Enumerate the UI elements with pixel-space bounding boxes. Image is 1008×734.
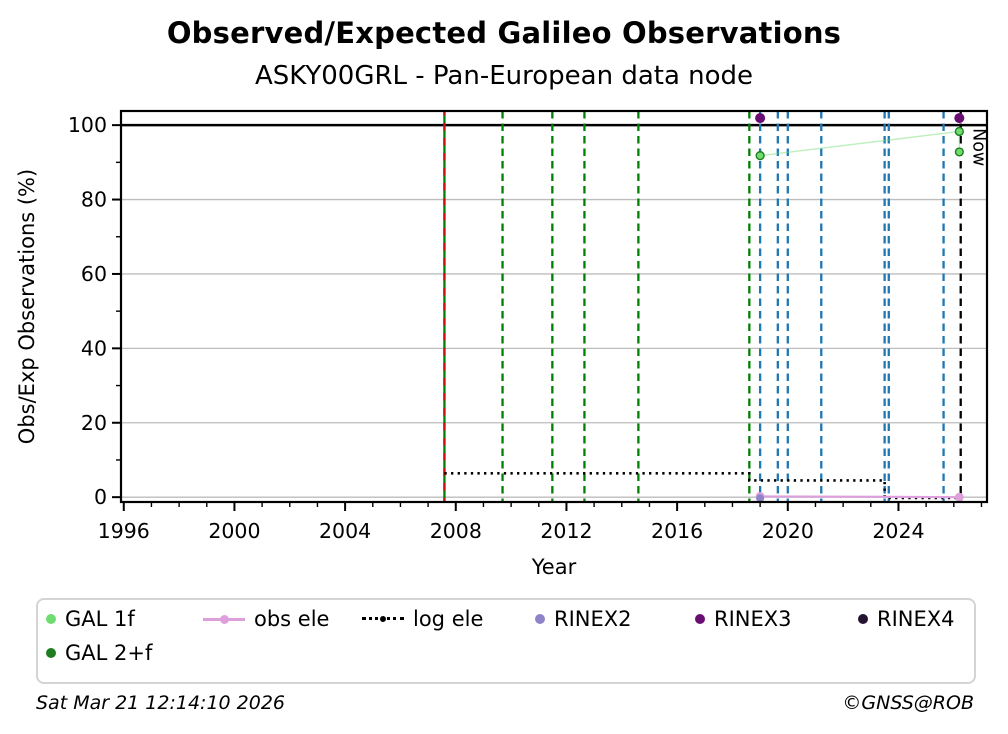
series-line-log-ele [444, 472, 961, 500]
x-axis-label: Year [531, 555, 577, 579]
legend-item-rinex3: RINEX3 [695, 607, 792, 631]
x-tick-label: 2016 [651, 519, 703, 543]
series-lines [760, 495, 960, 499]
series-lines [444, 472, 961, 500]
data-point-rinex3 [954, 113, 965, 124]
rinex3-marker-icon [695, 614, 705, 624]
plot-timestamp: Sat Mar 21 12:14:10 2026 [36, 692, 286, 714]
legend-item-rinex2: RINEX2 [535, 607, 632, 631]
axis-labels: Year [531, 555, 577, 579]
series-lines [760, 130, 961, 157]
now-line: Now [959, 111, 989, 502]
legend-item-log-ele: log ele [362, 607, 483, 631]
y-tick-label: 40 [81, 336, 107, 360]
x-tick-label: 2004 [319, 519, 371, 543]
x-tick-label: 2020 [762, 519, 814, 543]
chart-title: Observed/Expected Galileo Observations [166, 16, 842, 50]
chart-subtitle: ASKY00GRL - Pan-European data node [254, 61, 754, 91]
data-point-gal-1f [956, 128, 963, 135]
x-tick-label: 2024 [872, 519, 924, 543]
y-axis-label: Obs/Exp Observations (%) [15, 169, 39, 444]
x-tick-label: 1996 [98, 519, 150, 543]
data-point-rinex3 [755, 113, 766, 124]
y-axis: 0 20 40 60 80 100 [68, 113, 121, 509]
legend-label: obs ele [254, 607, 330, 631]
copyright-notice: ©GNSS@ROB [842, 692, 974, 714]
axes-frame [119, 109, 989, 504]
data-point-obs-ele [954, 492, 964, 502]
legend-box [36, 598, 976, 684]
x-tick-label: 2000 [208, 519, 260, 543]
gal-2f-marker-icon [46, 648, 56, 658]
x-tick-label: 2008 [430, 519, 482, 543]
obs-ele-marker-icon [203, 608, 245, 630]
legend-label: RINEX2 [554, 607, 632, 631]
legend-item-gal-2f: GAL 2+f [46, 641, 152, 665]
y-tick-label: 20 [81, 411, 107, 435]
data-point-rinex2 [756, 494, 765, 503]
legend-label: RINEX4 [877, 607, 955, 631]
rinex2-marker-icon [535, 614, 545, 624]
gal-1f-marker-icon [46, 614, 56, 624]
legend-item-obs-ele: obs ele [203, 607, 329, 631]
y-tick-label: 100 [68, 113, 107, 137]
legend-label: log ele [413, 607, 484, 631]
y-tick-label: 0 [94, 485, 107, 509]
legend-label: GAL 1f [65, 607, 135, 631]
series-line-gal-1f [760, 130, 961, 157]
y-tick-label: 80 [81, 188, 107, 212]
chart-plot: Now 1996 2000 2004 2008 2012 2016 2020 2024 0 20 40… [15, 109, 989, 579]
series-markers [755, 113, 965, 503]
legend-label: GAL 2+f [65, 641, 153, 665]
rinex4-marker-icon [858, 614, 868, 624]
axis-labels: Obs/Exp Observations (%) [15, 169, 39, 444]
data-point-gal-1f [756, 152, 764, 159]
data-point-gal-1f [956, 148, 963, 156]
legend-item-gal-1f: GAL 1f [46, 607, 135, 631]
log-ele-marker-icon [362, 608, 404, 630]
x-tick-label: 2012 [540, 519, 592, 543]
legend-item-rinex4: RINEX4 [858, 607, 955, 631]
now-label: Now [969, 128, 989, 166]
legend-label: RINEX3 [714, 607, 792, 631]
x-axis: 1996 2000 2004 2008 2012 2016 2020 2024 [98, 502, 983, 543]
y-tick-label: 60 [81, 262, 107, 286]
series-line-obs-ele [760, 495, 960, 499]
event-lines [443, 111, 945, 502]
gridlines [121, 198, 987, 498]
